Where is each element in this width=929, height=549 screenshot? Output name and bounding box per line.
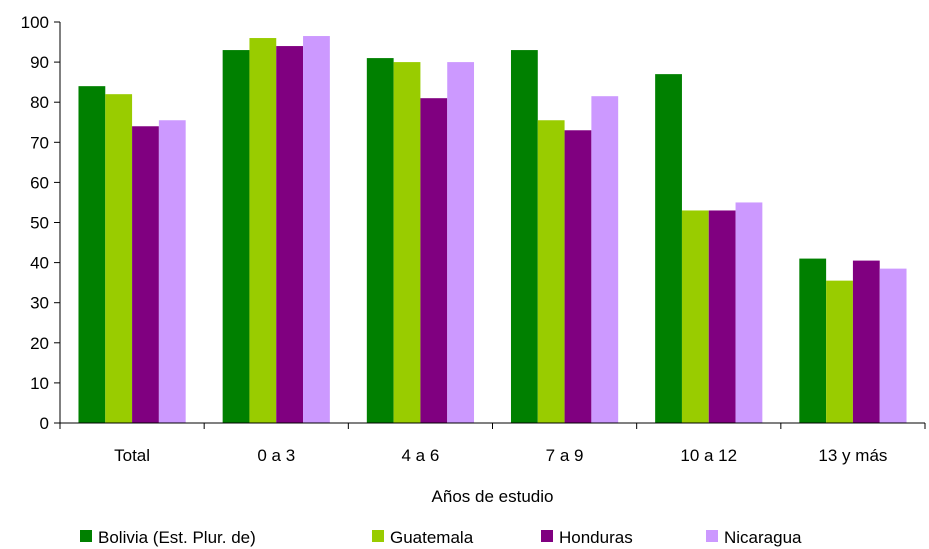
bar-1-6	[799, 258, 827, 423]
x-tick-label: 13 y más	[818, 446, 887, 465]
bar-4-2	[303, 36, 330, 423]
x-tick-label: 0 a 3	[257, 446, 295, 465]
bar-1-2	[222, 50, 250, 423]
bar-4-1	[158, 120, 186, 423]
x-axis-title: Años de estudio	[432, 487, 554, 506]
y-tick-label: 100	[21, 13, 49, 32]
y-tick-label: 30	[30, 294, 49, 313]
legend-swatch	[372, 530, 384, 542]
y-tick-label: 70	[30, 133, 49, 152]
x-tick-label: 10 a 12	[680, 446, 737, 465]
bar-1-5	[655, 74, 682, 423]
bars-group	[78, 36, 907, 424]
bar-1-3	[366, 58, 394, 424]
legend-item-3: Honduras	[541, 528, 633, 547]
legend-label: Honduras	[559, 528, 633, 547]
x-tick-label: 7 a 9	[546, 446, 584, 465]
y-axis: 0 10 20 30 40 50 60 70 80 90 100	[21, 13, 61, 433]
legend-label: Nicaragua	[724, 528, 802, 547]
y-tick-label: 60	[30, 173, 49, 192]
bar-2-4	[537, 120, 565, 423]
bar-3-5	[708, 210, 736, 423]
legend-item-2: Guatemala	[372, 528, 474, 547]
legend-swatch	[541, 530, 553, 542]
legend-swatch	[80, 530, 92, 542]
bar-3-6	[852, 260, 880, 423]
legend-label: Bolivia (Est. Plur. de)	[98, 528, 256, 547]
x-axis: Total 0 a 3 4 a 6 7 a 9 10 a 12 13 y más	[54, 422, 926, 465]
y-tick-label: 40	[30, 254, 49, 273]
x-tick-label: 4 a 6	[402, 446, 440, 465]
y-tick-label: 10	[30, 374, 49, 393]
bar-4-4	[591, 96, 619, 423]
bar-1-1	[78, 86, 106, 423]
y-tick-label: 80	[30, 93, 49, 112]
legend: Bolivia (Est. Plur. de) Guatemala Honduras…	[80, 528, 802, 547]
legend-item-1: Bolivia (Est. Plur. de)	[80, 528, 256, 547]
y-tick-label: 50	[30, 214, 49, 233]
bar-4-5	[735, 202, 763, 423]
bar-4-6	[879, 268, 907, 423]
bar-3-1	[132, 126, 159, 423]
bar-2-6	[826, 280, 853, 423]
bar-3-2	[276, 46, 304, 424]
legend-item-4: Nicaragua	[706, 528, 802, 547]
bar-4-3	[447, 62, 475, 423]
legend-label: Guatemala	[390, 528, 474, 547]
legend-swatch	[706, 530, 718, 542]
y-tick-label: 90	[30, 53, 49, 72]
bar-3-3	[420, 98, 448, 423]
bar-1-4	[510, 50, 538, 423]
y-tick-label: 0	[40, 414, 49, 433]
bar-2-2	[249, 38, 277, 423]
bar-2-3	[393, 62, 421, 423]
bar-2-1	[105, 94, 133, 424]
bar-3-4	[564, 130, 592, 423]
x-tick-label: Total	[114, 446, 150, 465]
y-tick-label: 20	[30, 334, 49, 353]
bar-2-5	[681, 210, 709, 423]
